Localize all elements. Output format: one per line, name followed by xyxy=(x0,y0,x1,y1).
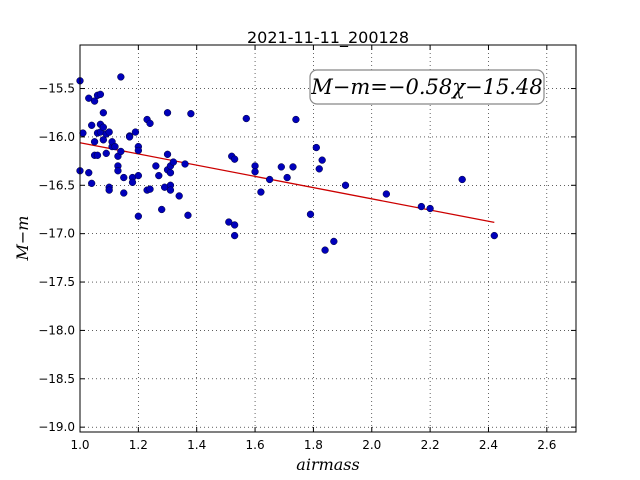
data-point xyxy=(111,142,119,151)
data-point xyxy=(341,181,350,189)
data-point xyxy=(277,163,285,171)
data-point xyxy=(181,160,189,168)
data-point xyxy=(265,175,274,184)
fit-line-layer xyxy=(79,142,495,224)
y-tick-label: −17.0 xyxy=(38,227,75,241)
data-point xyxy=(251,168,259,176)
data-point xyxy=(105,186,113,194)
y-axis-ticks: −15.5 −16.0 −16.5 −17.0 −17.5 −18.0 −18.5 −19.0 xyxy=(38,82,576,434)
data-point xyxy=(128,178,137,187)
x-tick-label: 2.6 xyxy=(537,438,556,452)
data-point xyxy=(134,212,143,220)
grid xyxy=(79,45,576,432)
data-point xyxy=(257,188,265,196)
data-point xyxy=(490,231,498,240)
data-point xyxy=(187,110,195,118)
data-point xyxy=(175,192,183,200)
x-tick-label: 1.4 xyxy=(187,438,206,452)
data-point xyxy=(163,150,172,158)
data-point xyxy=(417,202,426,211)
chart-title: 2021-11-11_200128 xyxy=(247,28,409,48)
x-axis-label: airmass xyxy=(296,455,359,474)
data-point xyxy=(426,204,434,213)
data-point xyxy=(79,129,87,137)
data-point xyxy=(131,128,140,136)
data-point xyxy=(117,73,125,81)
data-point xyxy=(102,149,110,158)
y-tick-label: −19.0 xyxy=(38,420,75,434)
y-tick-label: −18.5 xyxy=(38,372,75,386)
data-point xyxy=(166,169,175,177)
data-point xyxy=(93,151,102,159)
data-point xyxy=(117,147,125,156)
data-point xyxy=(88,121,96,129)
data-point xyxy=(114,167,122,175)
data-point xyxy=(146,185,154,193)
data-point xyxy=(458,175,466,184)
data-point xyxy=(90,138,99,146)
data-point xyxy=(152,162,160,170)
data-point xyxy=(225,218,233,226)
data-point xyxy=(330,237,338,246)
fit-equation: M−m=−0.58χ−15.48 xyxy=(310,75,542,99)
data-point xyxy=(85,94,93,102)
data-point xyxy=(312,143,320,152)
y-axis-label: M−m xyxy=(13,216,32,262)
data-point xyxy=(134,146,143,155)
data-point xyxy=(289,163,297,171)
data-point xyxy=(230,155,239,163)
data-point xyxy=(321,246,329,254)
data-point xyxy=(120,189,128,197)
y-tick-label: −16.0 xyxy=(38,130,75,144)
x-tick-label: 1.0 xyxy=(70,438,89,452)
data-point xyxy=(283,173,291,182)
plot-frame xyxy=(79,44,577,433)
y-tick-label: −16.5 xyxy=(38,178,75,192)
data-point xyxy=(184,211,192,219)
data-point xyxy=(99,123,107,131)
data-point xyxy=(169,158,178,166)
fit-equation-box: M−m=−0.58χ−15.48 xyxy=(309,69,545,105)
data-point xyxy=(99,136,107,144)
data-point xyxy=(125,133,134,141)
y-tick-label: −18.0 xyxy=(38,323,75,337)
x-tick-label: 2.2 xyxy=(421,438,440,452)
data-point xyxy=(318,156,326,164)
data-point xyxy=(230,221,239,229)
data-points xyxy=(76,73,498,254)
data-point xyxy=(85,169,93,177)
data-point xyxy=(90,97,99,105)
x-tick-label: 2.0 xyxy=(362,438,381,452)
fit-line xyxy=(79,142,495,224)
y-tick-label: −17.5 xyxy=(38,275,75,289)
x-tick-label: 1.6 xyxy=(246,438,265,452)
data-point xyxy=(88,179,96,188)
data-point xyxy=(158,205,166,214)
data-point xyxy=(306,210,315,218)
data-point xyxy=(315,165,323,173)
data-point xyxy=(99,109,107,117)
y-tick-label: −15.5 xyxy=(38,82,75,96)
data-point xyxy=(155,171,163,180)
x-tick-label: 1.8 xyxy=(304,438,323,452)
x-axis-ticks: 1.0 1.2 1.4 1.6 1.8 2.0 2.2 2.4 2.6 xyxy=(70,45,556,452)
data-point xyxy=(166,186,175,194)
x-tick-label: 2.4 xyxy=(479,438,498,452)
data-point xyxy=(120,173,128,182)
data-point xyxy=(105,128,113,136)
x-tick-label: 1.2 xyxy=(129,438,148,452)
data-point xyxy=(134,171,143,180)
data-point xyxy=(242,114,250,123)
data-point xyxy=(230,231,239,240)
data-point xyxy=(292,115,300,124)
data-point xyxy=(96,90,105,98)
data-point xyxy=(146,119,154,128)
data-point xyxy=(163,109,172,117)
data-point xyxy=(382,190,391,198)
